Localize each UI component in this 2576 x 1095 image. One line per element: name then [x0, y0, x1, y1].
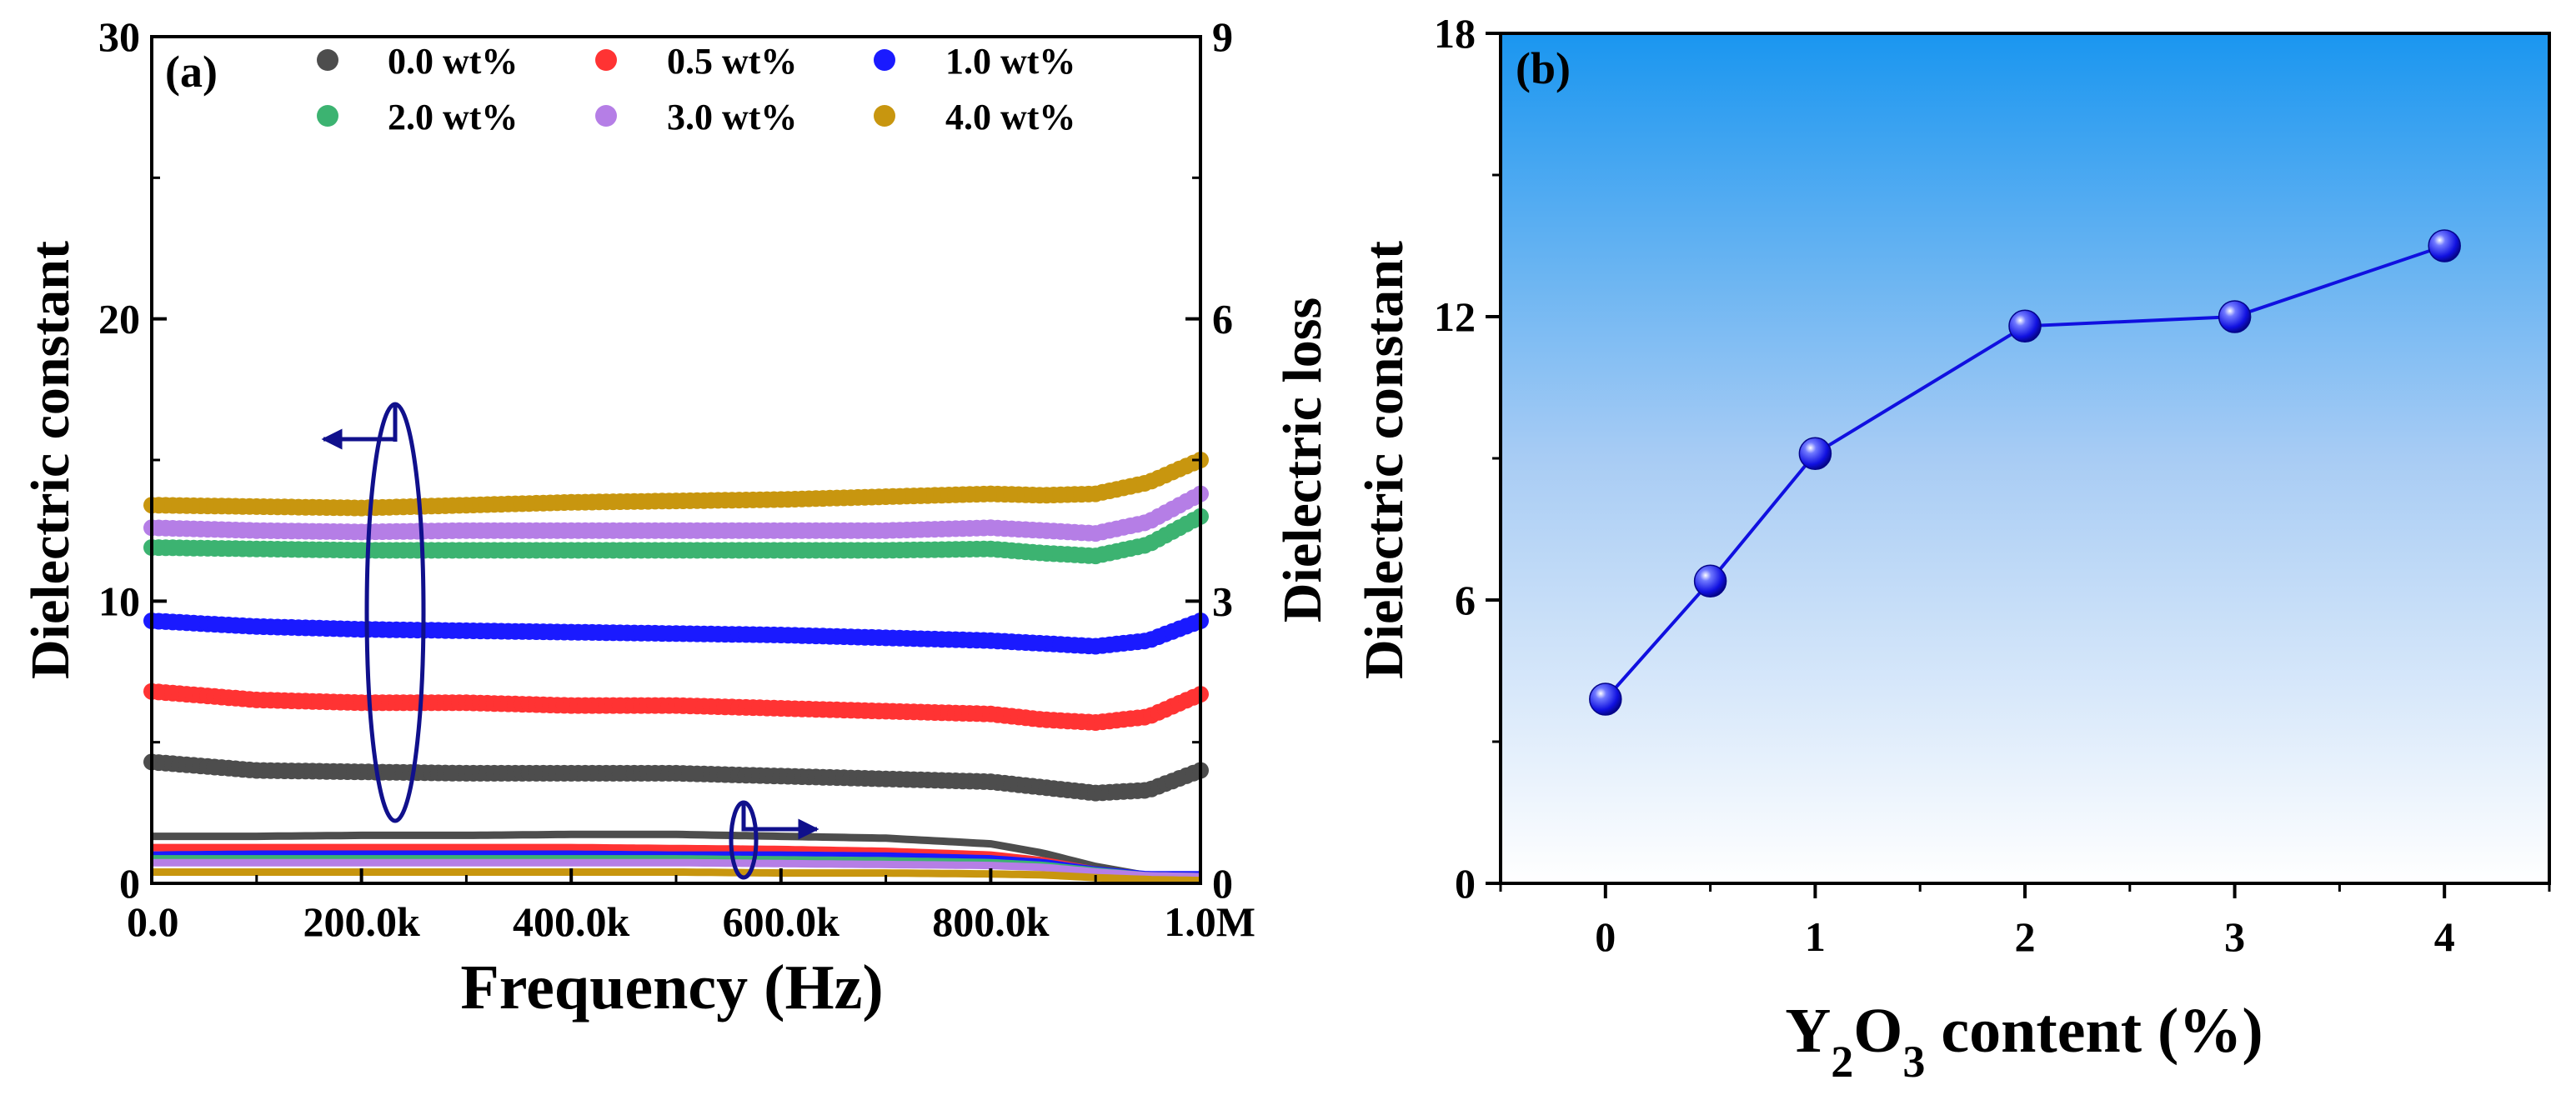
legend-label-5: 4.0 wt% — [945, 97, 1075, 138]
a-x-tick-label: 400.0k — [513, 898, 630, 945]
a-series-0-0-wt- — [143, 753, 1209, 802]
a-series-4-0-wt- — [143, 452, 1209, 517]
a-x-title: Frequency (Hz) — [460, 952, 883, 1022]
a-x-tick-label: 1.0M — [1164, 898, 1255, 945]
a-series-0-5-wt- — [143, 682, 1209, 731]
a-annotation-left-axis — [321, 402, 426, 823]
a-panel-label: (a) — [165, 47, 218, 97]
a-y-right-tick-label: 9 — [1212, 13, 1233, 60]
legend-label-2: 1.0 wt% — [945, 41, 1075, 82]
b-series-points — [1589, 229, 2461, 716]
b-y-tick-label: 12 — [1434, 293, 1476, 340]
b-data-point — [1798, 437, 1832, 471]
legend-marker-2 — [874, 49, 895, 71]
b-y-tick-label: 18 — [1434, 10, 1476, 57]
a-y-right-title: Dielectric loss — [1272, 298, 1333, 622]
b-x-title: Y2O3 content (%) — [1785, 996, 2263, 1087]
a-loss-line — [152, 868, 1201, 885]
a-y-left-tick-label: 0 — [119, 860, 140, 907]
legend-marker-0 — [317, 49, 338, 71]
a-loss-line — [152, 858, 1201, 881]
b-y-tick-label: 0 — [1455, 860, 1476, 907]
legend-marker-5 — [874, 105, 895, 127]
a-y-right-tick-label: 6 — [1212, 296, 1233, 342]
a-y-right-tick-label: 0 — [1212, 860, 1233, 907]
b-y-title: Dielectric constant — [1354, 241, 1415, 679]
a-y-right-tick-label: 3 — [1212, 578, 1233, 624]
b-x-tick-label: 1 — [1805, 913, 1826, 960]
b-x-tick-label: 2 — [2015, 913, 2036, 960]
legend-label-4: 3.0 wt% — [667, 97, 797, 138]
arrow-to-right-axis — [741, 802, 819, 840]
b-x-tick-label: 4 — [2434, 913, 2455, 960]
b-y-ticks: 0 6 12 18 — [1434, 10, 1501, 907]
a-loss-line — [152, 830, 1201, 882]
b-y-tick-label: 6 — [1455, 577, 1476, 623]
a-legend: 0.0 wt% 0.5 wt% 1.0 wt% 2.0 wt% 3.0 wt% … — [317, 41, 1075, 138]
b-data-point — [1693, 564, 1727, 598]
legend-label-3: 2.0 wt% — [388, 97, 518, 138]
a-y-right-ticks: 0 3 6 9 — [1185, 13, 1233, 907]
a-x-tick-label: 800.0k — [932, 898, 1050, 945]
b-x-tick-label: 0 — [1595, 913, 1616, 960]
b-data-point — [2008, 309, 2042, 343]
a-series-3-0-wt- — [143, 485, 1209, 542]
b-plot-background — [1501, 33, 2549, 883]
a-x-tick-label: 200.0k — [303, 898, 420, 945]
b-data-point — [2428, 229, 2461, 262]
legend-label-1: 0.5 wt% — [667, 41, 797, 82]
a-y-left-tick-label: 30 — [98, 13, 140, 60]
b-x-tick-label: 3 — [2224, 913, 2245, 960]
a-x-tick-label: 600.0k — [723, 898, 840, 945]
a-x-ticks: 0.0 200.0k 400.0k 600.0k 800.0k 1.0M — [127, 868, 1255, 945]
a-y-left-title: Dielectric constant — [20, 241, 81, 679]
b-data-point — [1589, 682, 1622, 716]
a-y-left-tick-label: 10 — [98, 578, 140, 624]
b-x-ticks: 0 1 2 3 4 — [1499, 883, 2551, 960]
b-panel-label: (b) — [1516, 43, 1571, 93]
legend-marker-4 — [595, 105, 617, 127]
arrow-to-left-axis — [321, 405, 398, 450]
a-y-left-ticks: 0 10 20 30 — [98, 13, 167, 907]
panel-a: 0.0 200.0k 400.0k 600.0k 800.0k 1.0M 0102030 … — [20, 13, 1333, 1022]
ellipse-dielectric-constant — [364, 402, 426, 823]
a-series-1-0-wt- — [143, 612, 1209, 655]
legend-marker-1 — [595, 49, 617, 71]
a-y-left-tick-label: 20 — [98, 296, 140, 342]
legend-marker-3 — [317, 105, 338, 127]
a-dielectric-constant-series — [143, 452, 1209, 802]
b-data-point — [2218, 300, 2252, 333]
a-x-tick-label: 0.0 — [127, 898, 179, 945]
a-series-2-0-wt- — [143, 508, 1209, 565]
legend-label-0: 0.0 wt% — [388, 41, 518, 82]
a-plot-frame — [150, 35, 1202, 885]
b-series-line — [1604, 244, 2445, 701]
a-annotation-right-axis — [729, 800, 819, 880]
a-dielectric-loss-series — [152, 830, 1201, 885]
